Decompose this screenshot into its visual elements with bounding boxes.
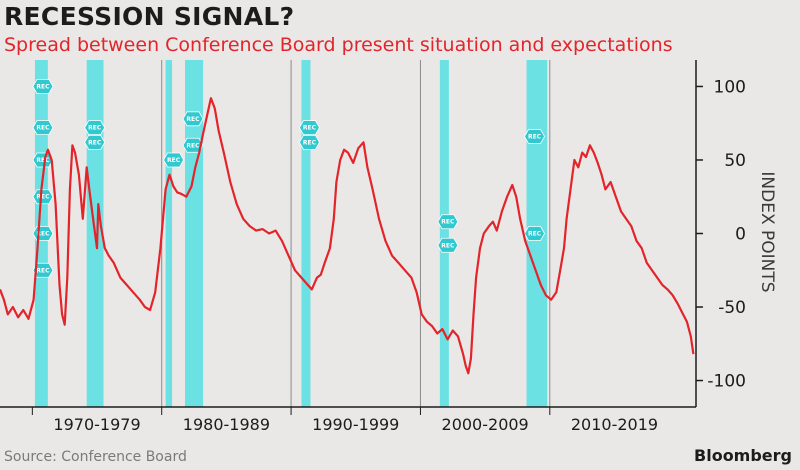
x-tick-label: 1970-1979 (53, 415, 140, 434)
recession-marker: REC (524, 129, 545, 144)
recession-marker-shape (437, 214, 459, 230)
chart-subtitle: Spread between Conference Board present … (4, 34, 673, 56)
y-tick-label: 50 (724, 151, 746, 171)
recession-marker: REC (163, 152, 185, 168)
recession-band (165, 60, 173, 407)
recession-marker: REC (32, 226, 54, 241)
recession-marker-shape (163, 152, 185, 168)
recession-marker-label: REC (528, 133, 542, 140)
recession-marker: REC (32, 79, 54, 94)
recession-markers: REC REC REC REC REC REC REC REC REC REC REC REC REC R… (32, 79, 545, 278)
recession-marker-label: REC (36, 157, 50, 164)
recession-marker-label: REC (88, 125, 102, 132)
recession-marker: REC (298, 120, 320, 136)
recession-marker-shape (298, 120, 320, 136)
recession-marker-shape (437, 237, 459, 253)
recession-marker-label: REC (441, 219, 455, 226)
x-tick-label: 1990-1999 (312, 415, 399, 434)
y-axis-label: INDEX POINTS (757, 171, 777, 292)
source-note: Source: Conference Board (4, 449, 187, 465)
data-series (0, 97, 695, 375)
y-tick-label: -100 (707, 372, 746, 392)
recession-marker-label: REC (303, 125, 317, 132)
series-line (0, 97, 695, 375)
x-tick-label: 2000-2009 (442, 415, 529, 434)
recession-marker: REC (84, 120, 106, 136)
recession-marker: REC (437, 237, 459, 253)
recession-marker: REC (32, 120, 54, 136)
recession-marker-shape (84, 120, 106, 136)
recession-marker-label: REC (36, 231, 50, 238)
recession-marker: REC (437, 214, 459, 230)
recession-band (439, 60, 449, 407)
recession-marker-shape (32, 120, 54, 136)
bloomberg-logo: Bloomberg (694, 446, 792, 465)
recession-marker-shape (84, 134, 106, 150)
recession-marker-shape (524, 129, 545, 144)
recession-marker-label: REC (303, 139, 317, 146)
recession-marker: REC (182, 111, 204, 127)
recession-marker-shape (298, 134, 320, 150)
recession-marker-label: REC (186, 116, 200, 123)
recession-band (301, 60, 311, 407)
recession-marker-label: REC (88, 139, 102, 146)
recession-marker-label: REC (36, 83, 50, 90)
y-tick-label: 100 (714, 77, 746, 97)
x-tick-label: 2010-2019 (571, 415, 658, 434)
recession-marker-label: REC (186, 142, 200, 149)
recession-marker: REC (32, 189, 54, 205)
recession-marker-shape (32, 189, 54, 205)
decade-dividers (161, 60, 551, 407)
recession-marker-shape (32, 262, 54, 278)
recession-marker: REC (298, 134, 320, 150)
recession-marker: REC (32, 262, 54, 278)
recession-marker: REC (84, 134, 106, 150)
recession-marker-shape (32, 79, 54, 94)
y-tick-label: -50 (718, 298, 746, 318)
recession-marker-label: REC (167, 157, 181, 164)
x-ticks: 1970-1979 1980-1989 1990-1999 2000-2009 2010… (31, 407, 658, 434)
recession-marker-label: REC (528, 231, 542, 238)
recession-marker-label: REC (36, 194, 50, 201)
y-ticks: 100 50 0 -50 -100 (696, 77, 746, 392)
x-tick-label: 1980-1989 (183, 415, 270, 434)
recession-marker-shape (182, 111, 204, 127)
chart-title: RECESSION SIGNAL? (4, 2, 295, 31)
recession-marker-label: REC (36, 267, 50, 274)
recession-marker: REC (524, 226, 545, 241)
recession-marker-label: REC (36, 125, 50, 132)
recession-marker-label: REC (441, 242, 455, 249)
y-tick-label: 0 (735, 225, 746, 245)
